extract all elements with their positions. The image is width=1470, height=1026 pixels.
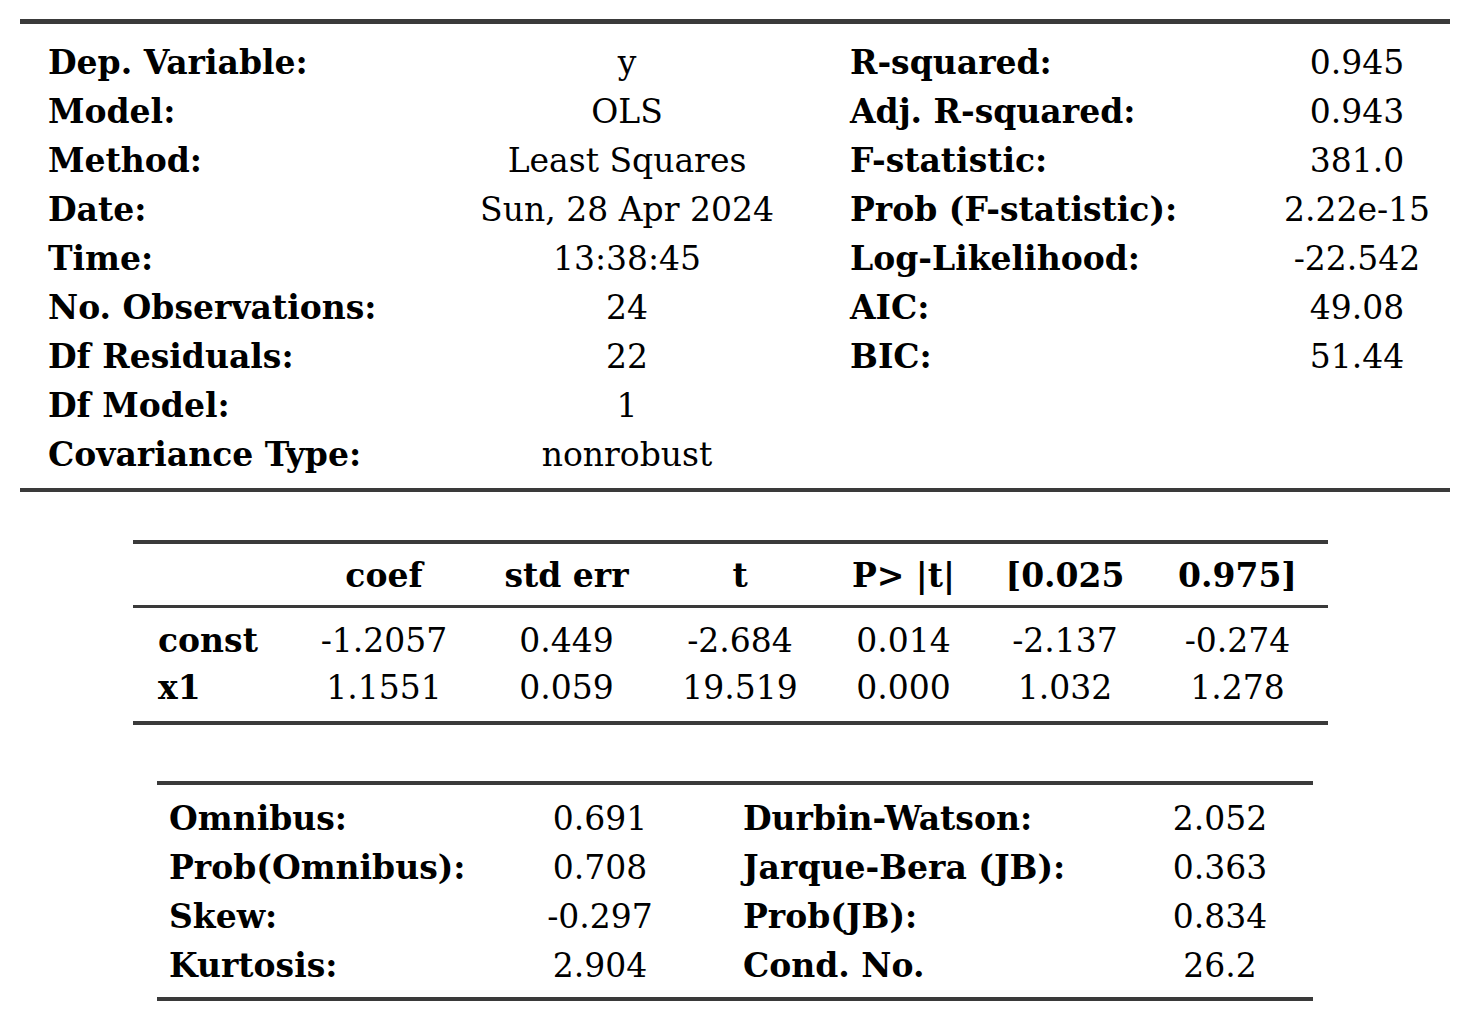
- ci-low-value: 1.032: [983, 664, 1147, 711]
- coef-row-x1: x1 1.1551 0.059 19.519 0.000 1.032 1.278: [133, 664, 1328, 711]
- summary-left-label: Df Residuals:: [20, 332, 440, 381]
- t-value: 19.519: [656, 664, 824, 711]
- ci-high-value: 1.278: [1147, 664, 1328, 711]
- summary-left-value: Least Squares: [440, 136, 814, 185]
- ci-low-value: -2.137: [983, 617, 1147, 664]
- summary-left-value: y: [440, 38, 814, 87]
- diag-right-label: Cond. No.: [713, 941, 1127, 990]
- coef-body: const -1.2057 0.449 -2.684 0.014 -2.137 …: [133, 608, 1328, 721]
- summary-left-value: nonrobust: [440, 430, 814, 479]
- coef-row-label: const: [133, 617, 291, 664]
- coef-header-std-err: std err: [477, 544, 656, 608]
- p-value: 0.014: [824, 617, 983, 664]
- summary-right-label: Adj. R-squared:: [814, 87, 1264, 136]
- diag-right-value: 0.363: [1127, 843, 1313, 892]
- coef-header-ci-high: 0.975]: [1147, 544, 1328, 608]
- summary-right-value: 49.08: [1264, 283, 1450, 332]
- summary-left-label: Dep. Variable:: [20, 38, 440, 87]
- summary-left-value: 22: [440, 332, 814, 381]
- ci-high-value: -0.274: [1147, 617, 1328, 664]
- diagnostics-row: Omnibus: 0.691 Durbin-Watson: 2.052: [157, 794, 1313, 843]
- coef-header-ci-low: [0.025: [983, 544, 1147, 608]
- summary-right-label: Prob (F-statistic):: [814, 185, 1264, 234]
- summary-right-value: [1264, 430, 1450, 479]
- stderr-value: 0.449: [477, 617, 656, 664]
- summary-right-label: [814, 430, 1264, 479]
- summary-row: Dep. Variable: y R-squared: 0.945: [20, 38, 1450, 87]
- diag-right-label: Prob(JB):: [713, 892, 1127, 941]
- summary-right-value: 51.44: [1264, 332, 1450, 381]
- diag-right-label: Durbin-Watson:: [713, 794, 1127, 843]
- diag-right-label: Jarque-Bera (JB):: [713, 843, 1127, 892]
- diag-left-label: Kurtosis:: [157, 941, 487, 990]
- summary-left-value: Sun, 28 Apr 2024: [440, 185, 814, 234]
- coef-value: -1.2057: [291, 617, 477, 664]
- coef-value: 1.1551: [291, 664, 477, 711]
- diag-left-value: 0.691: [487, 794, 713, 843]
- stderr-value: 0.059: [477, 664, 656, 711]
- diag-left-value: 2.904: [487, 941, 713, 990]
- coef-header-empty: [133, 544, 291, 608]
- coef-header-p-value: P> |t|: [824, 544, 983, 608]
- diag-right-value: 2.052: [1127, 794, 1313, 843]
- summary-left-label: No. Observations:: [20, 283, 440, 332]
- summary-row: Model: OLS Adj. R-squared: 0.943: [20, 87, 1450, 136]
- diagnostics-row: Skew: -0.297 Prob(JB): 0.834: [157, 892, 1313, 941]
- summary-left-label: Date:: [20, 185, 440, 234]
- summary-left-label: Covariance Type:: [20, 430, 440, 479]
- summary-row: Method: Least Squares F-statistic: 381.0: [20, 136, 1450, 185]
- summary-left-label: Df Model:: [20, 381, 440, 430]
- diag-left-label: Skew:: [157, 892, 487, 941]
- coef-header-coef: coef: [291, 544, 477, 608]
- summary-right-label: Log-Likelihood:: [814, 234, 1264, 283]
- summary-left-label: Method:: [20, 136, 440, 185]
- diagnostics-row: Prob(Omnibus): 0.708 Jarque-Bera (JB): 0…: [157, 843, 1313, 892]
- diagnostics-table: Omnibus: 0.691 Durbin-Watson: 2.052 Prob…: [157, 781, 1313, 1001]
- summary-row: Df Residuals: 22 BIC: 51.44: [20, 332, 1450, 381]
- diag-left-value: 0.708: [487, 843, 713, 892]
- summary-right-value: 0.945: [1264, 38, 1450, 87]
- summary-left-value: 13:38:45: [440, 234, 814, 283]
- coefficients-table: coef std err t P> |t| [0.025 0.975] cons…: [133, 540, 1328, 725]
- diagnostics-row: Kurtosis: 2.904 Cond. No. 26.2: [157, 941, 1313, 990]
- t-value: -2.684: [656, 617, 824, 664]
- diag-left-label: Prob(Omnibus):: [157, 843, 487, 892]
- diag-right-value: 26.2: [1127, 941, 1313, 990]
- coef-row-label: x1: [133, 664, 291, 711]
- summary-right-label: BIC:: [814, 332, 1264, 381]
- summary-left-label: Time:: [20, 234, 440, 283]
- summary-right-value: 381.0: [1264, 136, 1450, 185]
- coef-header-row: coef std err t P> |t| [0.025 0.975]: [133, 544, 1328, 608]
- summary-left-value: 24: [440, 283, 814, 332]
- summary-right-value: [1264, 381, 1450, 430]
- summary-left-label: Model:: [20, 87, 440, 136]
- summary-row: No. Observations: 24 AIC: 49.08: [20, 283, 1450, 332]
- summary-left-value: OLS: [440, 87, 814, 136]
- diag-left-label: Omnibus:: [157, 794, 487, 843]
- summary-right-value: 0.943: [1264, 87, 1450, 136]
- summary-right-label: F-statistic:: [814, 136, 1264, 185]
- summary-right-label: R-squared:: [814, 38, 1264, 87]
- p-value: 0.000: [824, 664, 983, 711]
- summary-row: Covariance Type: nonrobust: [20, 430, 1450, 479]
- summary-row: Time: 13:38:45 Log-Likelihood: -22.542: [20, 234, 1450, 283]
- summary-right-label: AIC:: [814, 283, 1264, 332]
- summary-right-label: [814, 381, 1264, 430]
- summary-right-value: -22.542: [1264, 234, 1450, 283]
- diag-left-value: -0.297: [487, 892, 713, 941]
- summary-right-value: 2.22e-15: [1264, 185, 1450, 234]
- diag-right-value: 0.834: [1127, 892, 1313, 941]
- coef-row-const: const -1.2057 0.449 -2.684 0.014 -2.137 …: [133, 617, 1328, 664]
- regression-summary-table: Dep. Variable: y R-squared: 0.945 Model:…: [20, 19, 1450, 492]
- summary-row: Df Model: 1: [20, 381, 1450, 430]
- summary-row: Date: Sun, 28 Apr 2024 Prob (F-statistic…: [20, 185, 1450, 234]
- coef-header-t: t: [656, 544, 824, 608]
- summary-left-value: 1: [440, 381, 814, 430]
